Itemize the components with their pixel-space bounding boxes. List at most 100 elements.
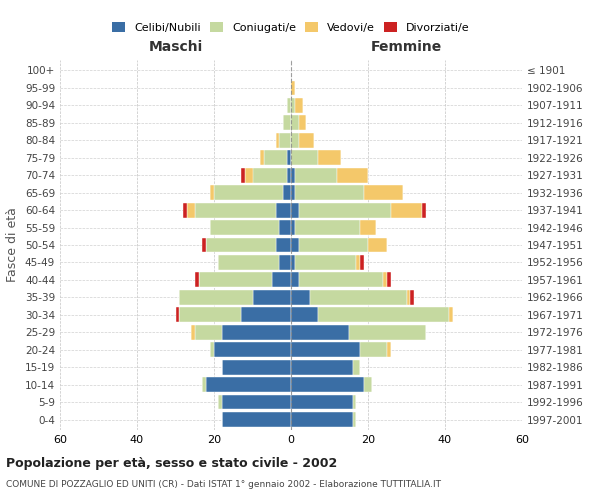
Bar [349,325,426,340]
Y-axis label: Fasce di età: Fasce di età [7,208,19,282]
Bar [291,394,353,409]
Bar [295,255,356,270]
Bar [291,168,295,182]
Bar [422,202,426,218]
Bar [218,255,280,270]
Bar [291,290,310,305]
Bar [195,272,199,287]
Bar [195,325,222,340]
Bar [387,272,391,287]
Bar [291,360,353,374]
Bar [291,255,295,270]
Bar [275,133,280,148]
Bar [291,116,299,130]
Bar [183,202,187,218]
Bar [364,377,372,392]
Bar [275,238,291,252]
Bar [280,220,291,235]
Legend: Celibi/Nubili, Coniugati/e, Vedovi/e, Divorziati/e: Celibi/Nubili, Coniugati/e, Vedovi/e, Di… [108,18,474,37]
Bar [295,185,364,200]
Bar [245,168,253,182]
Bar [318,308,449,322]
Bar [291,202,299,218]
Bar [295,220,360,235]
Bar [222,325,291,340]
Bar [353,412,356,427]
Bar [218,394,222,409]
Bar [291,80,295,96]
Bar [353,394,356,409]
Bar [287,168,291,182]
Bar [360,220,376,235]
Bar [283,185,291,200]
Bar [202,377,206,392]
Bar [299,116,307,130]
Bar [195,202,275,218]
Bar [291,325,349,340]
Bar [210,342,214,357]
Bar [356,255,360,270]
Bar [210,220,280,235]
Bar [214,185,283,200]
Bar [410,290,414,305]
Bar [360,342,387,357]
Bar [291,150,318,165]
Text: Femmine: Femmine [371,40,442,54]
Bar [283,116,291,130]
Bar [449,308,453,322]
Bar [368,238,387,252]
Bar [202,238,206,252]
Bar [360,255,364,270]
Bar [264,150,287,165]
Bar [222,360,291,374]
Bar [176,308,179,322]
Bar [407,290,410,305]
Bar [383,272,387,287]
Bar [291,220,295,235]
Bar [318,150,341,165]
Bar [291,98,295,113]
Bar [337,168,368,182]
Text: Maschi: Maschi [148,40,203,54]
Bar [241,168,245,182]
Bar [299,133,314,148]
Bar [206,377,291,392]
Bar [295,98,302,113]
Bar [299,202,391,218]
Bar [391,202,422,218]
Bar [295,168,337,182]
Bar [191,325,195,340]
Bar [310,290,407,305]
Bar [299,272,383,287]
Bar [287,98,291,113]
Text: Popolazione per età, sesso e stato civile - 2002: Popolazione per età, sesso e stato civil… [6,458,337,470]
Bar [291,342,360,357]
Bar [287,150,291,165]
Bar [241,308,291,322]
Bar [179,290,253,305]
Bar [291,308,318,322]
Bar [291,377,364,392]
Bar [353,360,360,374]
Bar [253,290,291,305]
Bar [387,342,391,357]
Bar [291,185,295,200]
Bar [291,238,299,252]
Text: COMUNE DI POZZAGLIO ED UNITI (CR) - Dati ISTAT 1° gennaio 2002 - Elaborazione TU: COMUNE DI POZZAGLIO ED UNITI (CR) - Dati… [6,480,441,489]
Bar [280,255,291,270]
Bar [222,412,291,427]
Bar [280,133,291,148]
Bar [275,202,291,218]
Bar [364,185,403,200]
Bar [253,168,287,182]
Bar [291,133,299,148]
Bar [299,238,368,252]
Bar [222,394,291,409]
Bar [187,202,195,218]
Bar [214,342,291,357]
Bar [260,150,264,165]
Bar [206,238,275,252]
Bar [179,308,241,322]
Bar [291,412,353,427]
Bar [272,272,291,287]
